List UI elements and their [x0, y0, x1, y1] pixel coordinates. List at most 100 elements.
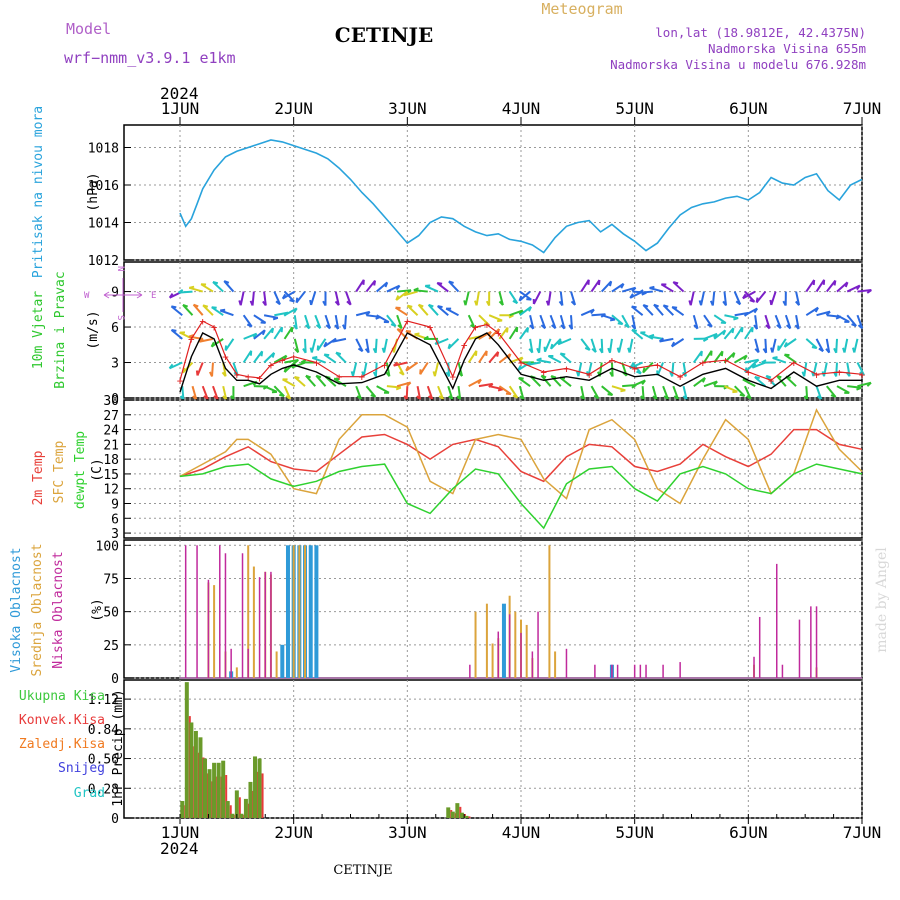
precip-bar-convective	[229, 805, 232, 818]
wind-arrow-head	[776, 324, 782, 330]
wind-arrow	[547, 291, 552, 306]
wind-ytick-label: 6	[111, 321, 119, 336]
wind-arrow-head	[406, 381, 412, 387]
wind-arrow	[333, 377, 347, 388]
wind-arrow-head	[541, 374, 547, 379]
wind-arrow	[263, 385, 278, 393]
wind-arrow	[355, 385, 363, 400]
wind-arrow-head	[811, 346, 818, 350]
wind-ylabel-line1: 10m Vjetar	[31, 291, 46, 369]
wind-arrow	[815, 279, 825, 293]
wind-arrow	[293, 315, 298, 330]
time-label-top: 5JUN	[615, 99, 654, 118]
wind-arrow-head	[324, 353, 330, 357]
wind-gust-marker: +	[279, 354, 286, 367]
wind-arrow	[805, 338, 818, 349]
wind-arrow-head	[309, 347, 313, 353]
precip-ytick-label: 0.84	[88, 723, 119, 738]
wind-arrow	[642, 304, 654, 316]
time-label-top: 3JUN	[388, 99, 427, 118]
wind-arrow-head	[305, 374, 311, 379]
wind-arrow	[770, 291, 777, 306]
wind-arrow-head	[641, 379, 646, 385]
wind-arrow-head	[560, 324, 566, 330]
wind-arrow-head	[252, 332, 258, 339]
wind-arrow-head	[342, 324, 346, 330]
wind-arrow-head	[447, 343, 451, 349]
time-label-bottom: 2JUN	[274, 823, 313, 842]
temperature-ytick-label: 3	[111, 527, 119, 542]
wind-arrow	[445, 307, 459, 317]
wind-arrow-head	[505, 392, 512, 396]
cloud-bar-low	[611, 664, 613, 678]
wind-arrow	[393, 361, 408, 367]
wind-arrow-head	[346, 300, 352, 306]
wind-arrow-head	[617, 322, 623, 326]
wind-arrow-head	[285, 395, 291, 400]
wind-arrow	[723, 291, 728, 306]
precip-bar	[239, 813, 244, 818]
wind-arrow	[590, 279, 601, 293]
wind-arrow-head	[364, 348, 370, 354]
cloud-ylabel-low: Niska Oblacnost	[51, 551, 66, 668]
wind-arrow-head	[609, 371, 614, 378]
cloud-bar-low	[224, 553, 227, 678]
pressure-ylabel: Pritisak na nivou mora (hPa)	[31, 106, 101, 278]
wind-arrow	[222, 385, 228, 401]
wind-arrow-head	[381, 347, 386, 353]
wind-arrow	[795, 291, 801, 306]
wind-arrow	[283, 361, 296, 373]
compass-w: W	[84, 291, 90, 301]
wind-arrow	[692, 350, 703, 364]
wind-arrow	[771, 338, 777, 353]
wind-arrow-head	[550, 375, 557, 379]
wind-arrow	[386, 385, 401, 389]
pressure-panel: 1012 1014 1016 1018	[88, 124, 863, 269]
wind-arrow	[836, 314, 850, 323]
wind-arrow	[733, 385, 746, 397]
wind-arrow-head	[739, 393, 745, 398]
wind-arrow	[498, 385, 512, 395]
cloud-bar-mid	[292, 545, 295, 678]
wind-arrow-head	[631, 324, 636, 330]
wind-arrow	[405, 361, 419, 372]
cloud-panel: 0 25 50 75 100	[96, 539, 863, 687]
wind-arrow	[365, 385, 377, 398]
wind-arrow	[273, 326, 283, 340]
precip-ylabel: 1hr Precip (mm)	[111, 689, 126, 806]
wind-gust-marker: +	[700, 357, 707, 370]
cloud-bar-mid	[235, 667, 238, 678]
wind-gust-marker: +	[563, 362, 570, 375]
pressure-unit: (hPa)	[86, 172, 101, 211]
wind-arrow-head	[518, 295, 523, 302]
wind-arrow	[295, 290, 306, 304]
wind-arrow-head	[609, 318, 616, 322]
wind-arrow-head	[470, 324, 476, 329]
wind-arrow	[397, 289, 412, 293]
wind-arrow-head	[414, 332, 420, 336]
wind-arrow	[631, 379, 646, 388]
footer-station: CETINJE	[333, 863, 392, 878]
wind-arrow-head	[518, 309, 524, 315]
pressure-ytick-label: 1014	[88, 217, 119, 232]
wind-arrow	[508, 326, 519, 340]
wind-arrow-head	[372, 347, 377, 354]
wind-gust-marker: +	[813, 368, 820, 381]
wind-gust-marker: +	[540, 366, 547, 379]
wind-arrow-head	[168, 363, 174, 369]
time-axis-bottom: 1JUN 2JUN 3JUN 4JUN 5JUN 6JUN 7JUN	[161, 818, 881, 842]
wind-arrow	[570, 315, 573, 330]
wind-arrow-head	[663, 395, 669, 401]
precip-bar	[450, 811, 455, 818]
legend-hail: Grad	[74, 786, 105, 801]
wind-arrow	[610, 362, 614, 377]
wind-arrow-head	[192, 395, 198, 401]
wind-gust-marker: +	[518, 357, 525, 370]
wind-arrow	[436, 305, 449, 316]
wind-arrow-head	[496, 351, 500, 357]
wind-arrow	[508, 291, 519, 304]
wind-arrow-head	[195, 370, 199, 376]
wind-ylabel-line2: Brzina i Pravac	[53, 271, 68, 388]
wind-arrow	[713, 314, 727, 324]
wind-arrow	[335, 351, 347, 364]
